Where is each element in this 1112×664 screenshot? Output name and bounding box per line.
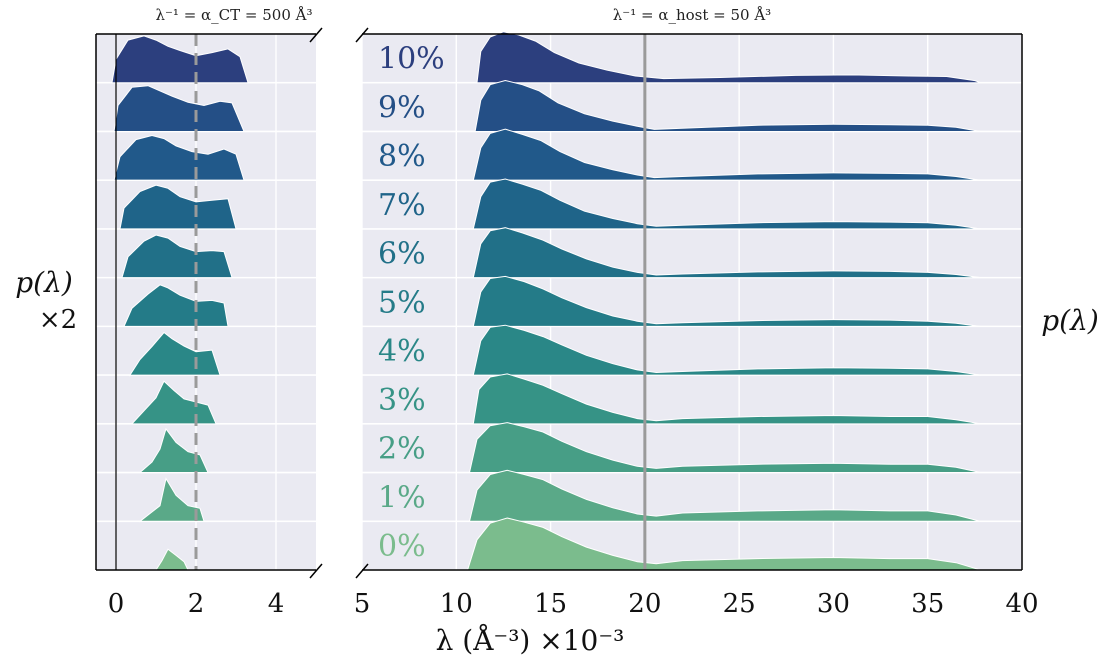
right-x-tick-label: 30: [817, 589, 850, 619]
right-panel-ridges: [466, 31, 981, 571]
left-panel-frame: [95, 33, 316, 571]
axis-break-markers: [309, 27, 369, 579]
left-ridge-2pct: [139, 427, 209, 474]
y-axis-label-left-scale: ×2: [39, 305, 77, 335]
ridge-label: 3%: [378, 383, 426, 418]
right-ridge-3pct: [472, 373, 981, 425]
right-x-tick-label: 35: [911, 589, 944, 619]
right-ridge-0pct: [466, 517, 981, 571]
right-x-tick-label: 5: [354, 589, 371, 619]
left-x-tick-label: 4: [268, 589, 285, 619]
right-ridge-9pct: [474, 79, 981, 133]
x-tick-labels: 0 2 4 5 10 15 20 25 30 35 40: [108, 589, 1039, 619]
left-ridge-1pct: [139, 477, 205, 523]
reference-lines: [115, 34, 647, 570]
left-ridge-10pct: [111, 35, 249, 84]
y-axis-label-right: p(λ): [1041, 304, 1099, 337]
right-x-tick-label: 40: [1005, 589, 1038, 619]
ridge-label: 0%: [378, 529, 426, 564]
right-x-tick-label: 25: [723, 589, 756, 619]
ridge-label: 1%: [378, 480, 426, 515]
ridge-label: 2%: [378, 432, 426, 467]
y-axis-label-left: p(λ): [15, 266, 73, 299]
right-panel-title: λ⁻¹ = α_host = 50 Å³: [613, 6, 771, 24]
right-panel-frame: [362, 33, 1023, 571]
right-ridge-4pct: [472, 324, 981, 376]
right-x-tick-label: 20: [628, 589, 661, 619]
left-ridge-8pct: [113, 134, 245, 181]
right-ridge-7pct: [472, 178, 981, 230]
right-ridge-2pct: [469, 422, 981, 474]
right-ridge-5pct: [472, 275, 981, 327]
right-ridge-10pct: [476, 31, 981, 84]
left-panel-ridges: [111, 35, 249, 571]
ridge-label: 6%: [378, 237, 426, 272]
right-ridge-1pct: [469, 469, 981, 522]
ridge-labels: 10% 9% 8% 7% 6% 5% 4% 3% 2% 1% 0%: [378, 42, 445, 564]
ridge-label: 8%: [378, 139, 426, 174]
right-x-tick-label: 15: [534, 589, 567, 619]
left-ridge-6pct: [121, 234, 233, 279]
left-x-tick-label: 2: [188, 589, 205, 619]
right-panel-background: [362, 34, 1022, 570]
left-ridge-9pct: [113, 85, 245, 132]
ridge-label: 9%: [378, 90, 426, 125]
right-x-tick-label: 10: [440, 589, 473, 619]
left-ridge-3pct: [131, 380, 217, 425]
ridge-label: 4%: [378, 334, 426, 369]
right-ridge-6pct: [472, 227, 981, 279]
ridge-label: 10%: [378, 42, 445, 77]
left-panel-title: λ⁻¹ = α_CT = 500 Å³: [155, 6, 312, 24]
left-ridge-7pct: [119, 184, 237, 230]
left-ridge-5pct: [123, 284, 229, 327]
right-ridge-8pct: [472, 128, 981, 181]
ridge-label: 5%: [378, 285, 426, 320]
left-x-tick-label: 0: [108, 589, 125, 619]
x-axis-label: λ (Å⁻³) ×10⁻³: [436, 624, 625, 657]
ridge-label: 7%: [378, 188, 426, 223]
